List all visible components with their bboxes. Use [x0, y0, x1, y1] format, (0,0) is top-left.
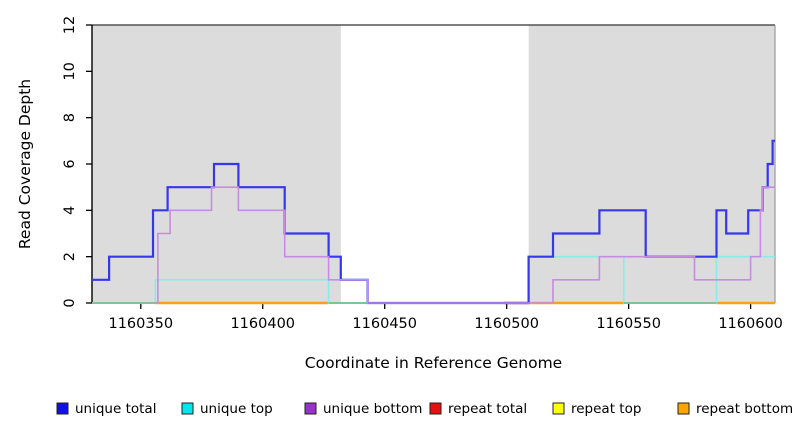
legend-swatch-unique-total — [56, 402, 69, 415]
series-line-unique-bottom — [92, 186, 775, 304]
y-tick-label: 10 — [62, 62, 78, 80]
y-tick-label: 2 — [62, 252, 78, 261]
legend-swatch-unique-bottom — [304, 402, 317, 415]
y-tick-label: 4 — [62, 206, 78, 215]
x-tick-label: 1160350 — [108, 316, 173, 332]
x-tick-label: 1160400 — [230, 316, 295, 332]
legend-swatch-repeat-top — [552, 402, 565, 415]
legend-swatch-repeat-total — [429, 402, 442, 415]
legend-label-unique-bottom: unique bottom — [323, 401, 422, 417]
legend-swatch-repeat-bottom — [677, 402, 690, 415]
x-tick-label: 1160550 — [596, 316, 661, 332]
legend-label-repeat-top: repeat top — [571, 401, 641, 417]
y-tick-label: 8 — [62, 113, 78, 122]
y-tick-label: 12 — [62, 16, 78, 34]
series-line-unique-total — [92, 139, 775, 305]
shaded-region — [528, 25, 775, 303]
y-tick-label: 0 — [62, 298, 78, 307]
legend-label-unique-top: unique top — [200, 401, 273, 417]
y-axis-title: Read Coverage Depth — [16, 79, 34, 249]
legend-label-repeat-bottom: repeat bottom — [696, 401, 792, 417]
legend-swatch-unique-top — [181, 402, 194, 415]
x-tick-label: 1160600 — [718, 316, 783, 332]
x-tick-label: 1160450 — [352, 316, 417, 332]
legend-label-repeat-total: repeat total — [448, 401, 527, 417]
legend-label-unique-total: unique total — [75, 401, 156, 417]
x-tick-label: 1160500 — [474, 316, 539, 332]
y-tick-label: 6 — [62, 159, 78, 168]
x-axis-title: Coordinate in Reference Genome — [305, 354, 562, 372]
